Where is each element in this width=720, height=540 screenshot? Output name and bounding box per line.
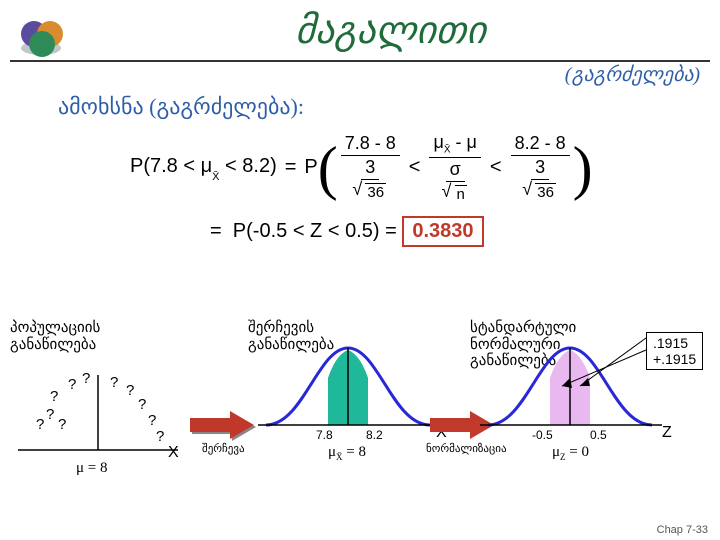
subtitle-continued: (გაგრძელება) xyxy=(565,62,700,87)
population-plot: ? ? ? ? ? ? ? ? ? ? ? xyxy=(10,355,185,475)
population-label: პოპულაციის განაწილება xyxy=(10,320,190,353)
svg-text:?: ? xyxy=(110,374,118,391)
slide-footer: Chap 7-33 xyxy=(657,524,708,536)
answer-value: 0.3830 xyxy=(402,216,483,247)
solution-heading: ამოხსნა (გაგრძელება): xyxy=(58,94,304,120)
svg-text:?: ? xyxy=(138,396,146,413)
svg-text:?: ? xyxy=(156,428,164,445)
formula-block: P(7.8 < μX̄ < 8.2) = P ( 7.8 - 8 3 36 < … xyxy=(130,132,670,247)
svg-text:?: ? xyxy=(36,416,44,433)
svg-text:?: ? xyxy=(68,376,76,393)
svg-text:?: ? xyxy=(46,406,54,423)
logo-graphic xyxy=(18,16,76,65)
slide-title: მაგალითი xyxy=(80,8,700,53)
svg-text:?: ? xyxy=(126,382,134,399)
svg-text:?: ? xyxy=(50,388,58,405)
svg-text:?: ? xyxy=(58,416,66,433)
svg-text:?: ? xyxy=(148,412,156,429)
diagram-row: პოპულაციის განაწილება ? ? ? ? ? ? ? ? ? … xyxy=(10,320,710,500)
area-annotation: .1915 +.1915 xyxy=(646,332,703,370)
sampling-plot xyxy=(248,330,448,450)
svg-text:?: ? xyxy=(82,370,90,387)
